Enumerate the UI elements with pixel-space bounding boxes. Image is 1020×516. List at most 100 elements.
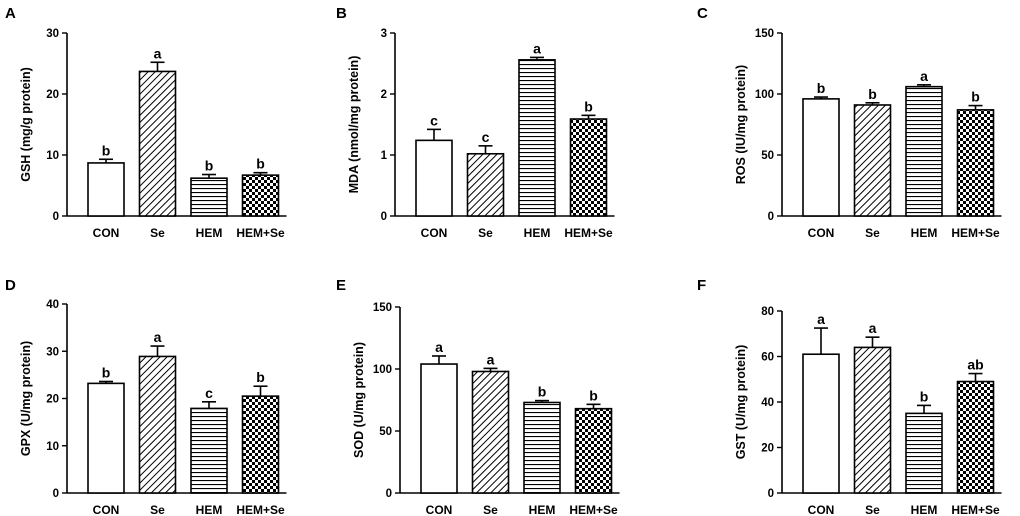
bar xyxy=(574,407,613,494)
x-tick-label: Se xyxy=(478,226,493,240)
bar xyxy=(471,370,510,494)
significance-label: b xyxy=(584,98,593,114)
x-tick-label: CON xyxy=(421,226,448,240)
y-tick-label: 80 xyxy=(761,306,774,318)
y-tick-label: 3 xyxy=(381,28,387,40)
y-tick-label: 0 xyxy=(53,488,59,500)
x-tick-label: HEM+Se xyxy=(951,503,1000,516)
chart-panel-e: E SOD (U/mg protein) 0 50 100 150 a CON a Se b HEM b… xyxy=(336,277,620,516)
bar xyxy=(415,139,453,217)
y-tick-label: 60 xyxy=(761,352,774,364)
x-tick-label: HEM xyxy=(196,226,223,240)
significance-label: b xyxy=(868,86,877,102)
y-axis-title: ROS (IU/mg protein) xyxy=(734,65,748,184)
panel-letter: B xyxy=(336,5,347,22)
significance-label: a xyxy=(487,351,495,367)
chart-panel-c: C ROS (IU/mg protein) 0 50 100 150 b CON b Se a HEM… xyxy=(697,5,1002,240)
y-tick-label: 100 xyxy=(755,89,774,101)
bar xyxy=(802,353,840,494)
y-tick-label: 150 xyxy=(373,302,392,314)
significance-label: a xyxy=(435,339,443,355)
x-tick-label: Se xyxy=(150,503,165,516)
y-tick-label: 50 xyxy=(379,426,392,438)
y-tick-label: 50 xyxy=(761,150,774,162)
chart-panel-b: B MDA (nmol/mg protein) 0 1 2 3 c CON c Se a HEM b HE… xyxy=(336,5,615,240)
y-tick-label: 30 xyxy=(46,28,59,40)
bar xyxy=(190,177,228,217)
significance-label: a xyxy=(154,45,162,61)
bar xyxy=(802,98,840,217)
y-tick-label: 0 xyxy=(768,488,774,500)
x-tick-label: CON xyxy=(93,226,120,240)
bar xyxy=(420,363,458,494)
bar xyxy=(905,85,943,217)
x-tick-label: HEM xyxy=(524,226,551,240)
y-tick-label: 0 xyxy=(768,211,774,223)
bar xyxy=(956,109,995,217)
bar xyxy=(87,162,125,217)
y-tick-label: 2 xyxy=(381,89,387,101)
bar xyxy=(905,412,943,494)
x-tick-label: HEM xyxy=(196,503,223,516)
x-tick-label: HEM+Se xyxy=(236,503,285,516)
y-tick-label: 20 xyxy=(46,394,59,406)
y-tick-label: 40 xyxy=(46,299,59,311)
x-tick-label: HEM+Se xyxy=(236,226,285,240)
x-tick-label: Se xyxy=(483,503,498,516)
x-tick-label: HEM+Se xyxy=(569,503,618,516)
bar xyxy=(138,355,177,494)
significance-label: a xyxy=(869,320,877,336)
significance-label: b xyxy=(102,364,111,380)
significance-label: a xyxy=(817,311,825,327)
bar xyxy=(569,118,608,217)
x-tick-label: Se xyxy=(865,503,880,516)
y-axis-title: GPX (U/mg protein) xyxy=(19,341,33,456)
significance-label: b xyxy=(538,384,547,400)
significance-label: b xyxy=(256,369,265,385)
panel-letter: A xyxy=(5,5,16,22)
panel-letter: F xyxy=(697,277,706,294)
bar xyxy=(853,104,892,217)
y-tick-label: 20 xyxy=(761,443,774,455)
panel-letter: E xyxy=(336,277,346,294)
chart-panel-a: A GSH (mg/g protein) 0 10 20 30 b CON a Se b HEM b HE… xyxy=(5,5,287,240)
y-tick-label: 0 xyxy=(53,211,59,223)
bar xyxy=(956,380,995,494)
y-tick-label: 40 xyxy=(761,397,774,409)
x-tick-label: Se xyxy=(150,226,165,240)
x-tick-label: CON xyxy=(808,503,835,516)
significance-label: a xyxy=(154,329,162,345)
significance-label: b xyxy=(971,89,980,105)
x-tick-label: CON xyxy=(426,503,453,516)
y-tick-label: 10 xyxy=(46,150,59,162)
x-tick-label: CON xyxy=(808,226,835,240)
panel-letter: C xyxy=(697,5,708,22)
y-tick-label: 30 xyxy=(46,346,59,358)
significance-label: b xyxy=(205,158,214,174)
y-axis-title: GST (U/mg protein) xyxy=(734,345,748,460)
bar xyxy=(518,59,556,217)
significance-label: a xyxy=(920,68,928,84)
panel-letter: D xyxy=(5,277,16,294)
chart-panel-f: F GST (U/mg protein) 0 20 40 60 80 a CON a Se b HEM a… xyxy=(697,277,1002,516)
bar xyxy=(466,152,505,217)
bar xyxy=(138,70,177,217)
significance-label: c xyxy=(482,129,490,145)
bar xyxy=(523,401,561,494)
y-axis-title: SOD (U/mg protein) xyxy=(352,342,366,458)
x-tick-label: HEM xyxy=(911,226,938,240)
y-tick-label: 1 xyxy=(381,150,388,162)
bar xyxy=(241,395,280,494)
x-tick-label: HEM xyxy=(911,503,938,516)
bar xyxy=(190,407,228,494)
significance-label: c xyxy=(430,112,438,128)
y-tick-label: 100 xyxy=(373,364,392,376)
significance-label: b xyxy=(102,142,111,158)
y-tick-label: 20 xyxy=(46,89,59,101)
bar xyxy=(241,174,280,217)
significance-label: b xyxy=(817,80,826,96)
chart-panel-d: D GPX (U/mg protein) 0 10 20 30 40 b CON a Se c HEM b… xyxy=(5,277,287,516)
significance-label: a xyxy=(533,40,541,56)
x-tick-label: Se xyxy=(865,226,880,240)
